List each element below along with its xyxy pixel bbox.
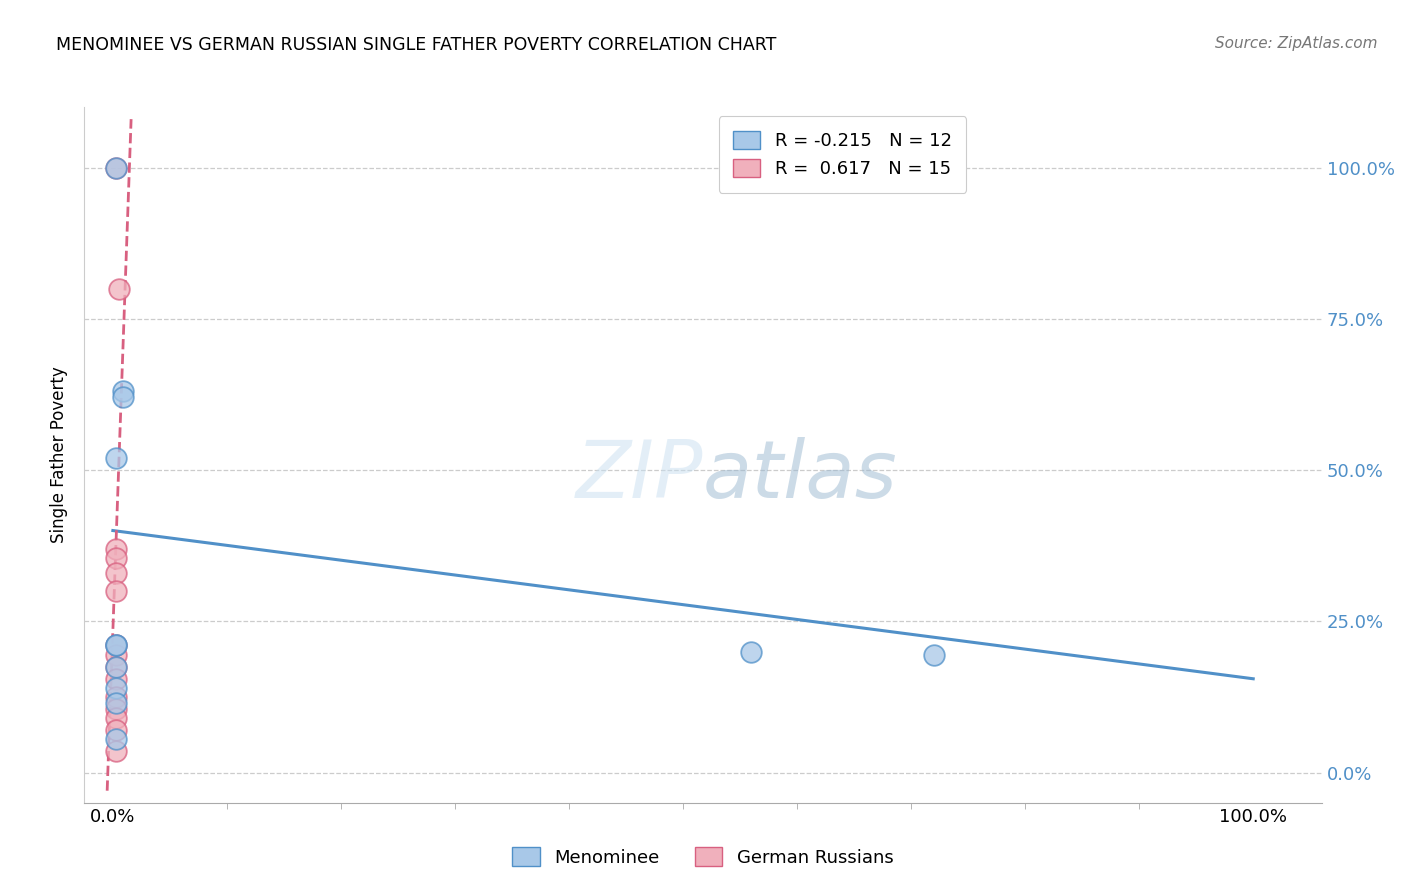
Point [105,584,128,599]
Point [105,639,128,653]
Point [105,161,128,175]
Point [105,450,128,465]
Text: ZIP: ZIP [575,437,703,515]
Point [105,696,128,710]
Point [105,541,128,556]
Point [105,711,128,725]
Text: Source: ZipAtlas.com: Source: ZipAtlas.com [1215,36,1378,51]
Point [105,550,128,565]
Text: atlas: atlas [703,437,898,515]
Point [105,672,128,686]
Legend: Menominee, German Russians: Menominee, German Russians [505,840,901,874]
Text: MENOMINEE VS GERMAN RUSSIAN SINGLE FATHER POVERTY CORRELATION CHART: MENOMINEE VS GERMAN RUSSIAN SINGLE FATHE… [56,36,776,54]
Point [105,659,128,673]
Point [107,281,129,295]
Point [922,648,945,662]
Point [105,690,128,704]
Point [105,659,128,673]
Point [105,161,128,175]
Point [105,648,128,662]
Point [105,681,128,695]
Point [112,384,135,399]
Point [105,702,128,716]
Point [112,391,135,405]
Legend: R = -0.215   N = 12, R =  0.617   N = 15: R = -0.215 N = 12, R = 0.617 N = 15 [718,116,966,193]
Point [105,723,128,738]
Point [740,644,762,658]
Point [105,566,128,580]
Point [105,744,128,758]
Point [105,639,128,653]
Y-axis label: Single Father Poverty: Single Father Poverty [51,367,69,543]
Point [105,732,128,747]
Point [105,639,128,653]
